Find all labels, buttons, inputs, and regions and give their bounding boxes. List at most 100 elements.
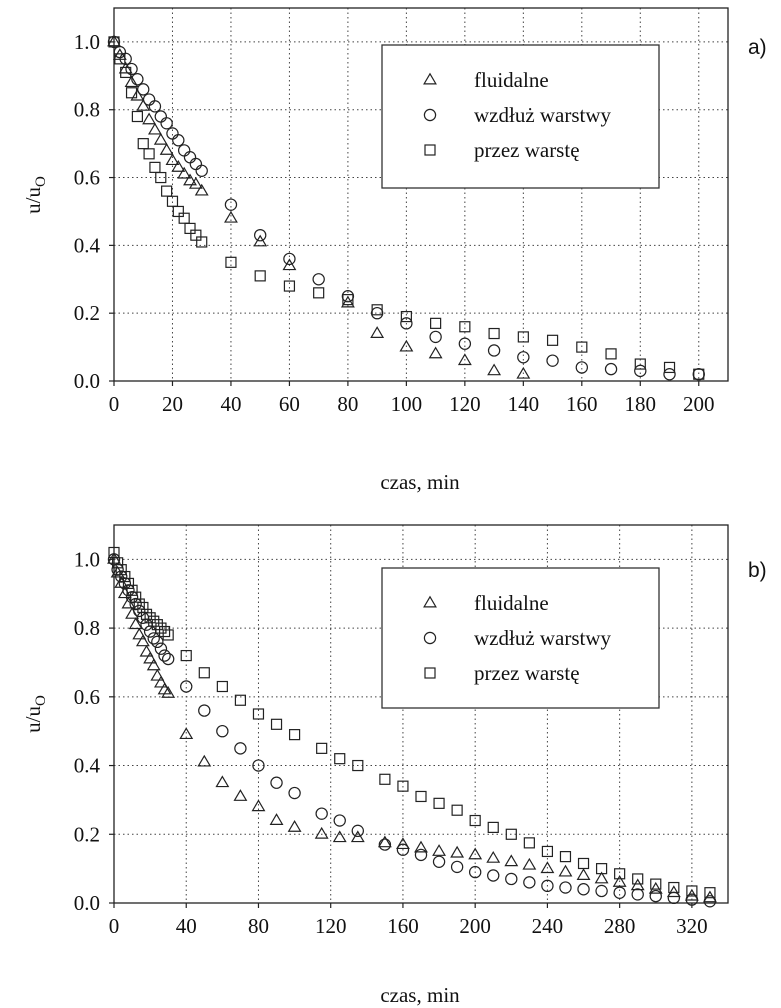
legend-marker-square [424, 144, 436, 156]
data-point [487, 821, 499, 834]
data-point [133, 604, 146, 618]
data-point [487, 363, 502, 376]
data-point [195, 164, 208, 177]
data-point [559, 851, 572, 863]
x-tick-label: 60 [279, 392, 300, 416]
data-point [595, 884, 608, 898]
data-point [108, 36, 120, 48]
data-point [128, 617, 143, 630]
data-point [399, 339, 414, 352]
legend-box [381, 44, 660, 189]
x-tick-label: 200 [683, 392, 715, 416]
data-point [114, 53, 126, 65]
data-point [161, 652, 175, 666]
data-point [165, 153, 180, 166]
data-point [558, 864, 573, 877]
data-point [378, 838, 392, 851]
data-point [147, 122, 162, 135]
data-point [505, 828, 517, 840]
data-point [631, 888, 644, 901]
data-point [341, 290, 355, 303]
data-point [458, 337, 472, 350]
data-point [161, 185, 173, 197]
data-point [370, 306, 384, 320]
data-point [312, 273, 325, 286]
y-tick-label: 0.4 [74, 754, 101, 778]
data-point [414, 840, 428, 853]
data-point [468, 865, 482, 879]
x-axis-label: czas, min [380, 983, 460, 1007]
data-point [166, 195, 179, 207]
data-point [428, 346, 443, 359]
data-point [546, 334, 559, 346]
data-point [350, 830, 365, 843]
data-point [184, 222, 196, 235]
data-point [457, 353, 472, 366]
data-point [488, 327, 500, 340]
data-point [576, 341, 588, 353]
data-point [648, 881, 663, 894]
data-point [150, 668, 165, 681]
data-point [171, 159, 186, 172]
data-point [517, 331, 529, 343]
data-point [666, 885, 681, 898]
legend-marker-triangle [423, 595, 437, 608]
data-point [197, 754, 212, 767]
data-point [215, 775, 230, 788]
data-point [198, 704, 211, 717]
legend: fluidalne wzdłuż warstwy przez warstę [381, 44, 660, 189]
data-point [270, 776, 283, 789]
x-tick-label: 0 [109, 392, 120, 416]
data-point [269, 813, 284, 825]
data-point [142, 93, 156, 106]
y-tick-label: 0.4 [74, 233, 101, 257]
legend-marker-square [424, 667, 436, 679]
data-point [107, 34, 121, 47]
x-tick-label: 40 [176, 914, 197, 938]
data-point [316, 742, 328, 754]
y-axis-label: u/uO [21, 695, 49, 733]
data-point [177, 166, 192, 179]
data-point [352, 759, 364, 772]
y-tick-label: 0.6 [74, 685, 100, 709]
x-tick-label: 160 [566, 392, 598, 416]
data-point [523, 876, 536, 889]
data-point [198, 667, 210, 679]
x-tick-label: 160 [387, 914, 419, 938]
data-point [504, 854, 519, 867]
x-tick-label: 280 [604, 914, 636, 938]
data-point [432, 844, 446, 856]
data-point [160, 117, 173, 130]
data-point [663, 368, 676, 381]
data-point [559, 881, 572, 894]
data-point [154, 110, 167, 123]
data-point [342, 294, 354, 306]
data-point [371, 304, 383, 316]
legend-label: przez warstę [474, 661, 580, 685]
data-point [161, 685, 176, 698]
data-point [612, 874, 627, 887]
chart-panel-b: 0 40 80 120 160 200 240 280 320 0.0 0.2 0.4 0.6 0.8 1.… [21, 524, 767, 1007]
data-point [605, 348, 617, 360]
legend-label: przez warstę [474, 138, 580, 162]
data-point [649, 889, 662, 903]
data-point [340, 295, 355, 308]
series-circle [107, 553, 717, 908]
data-point [139, 644, 154, 657]
data-point [153, 132, 168, 145]
data-point [283, 280, 296, 292]
data-point [162, 629, 174, 641]
data-point [468, 847, 483, 860]
data-point [703, 895, 717, 908]
data-point [334, 753, 346, 765]
data-point [131, 73, 144, 86]
data-point [396, 843, 410, 856]
data-point [595, 863, 608, 875]
legend-label: fluidalne [474, 591, 549, 615]
data-point [130, 591, 142, 603]
data-point [505, 872, 518, 886]
data-point [136, 611, 150, 624]
data-point [450, 860, 464, 874]
data-point [132, 627, 147, 640]
